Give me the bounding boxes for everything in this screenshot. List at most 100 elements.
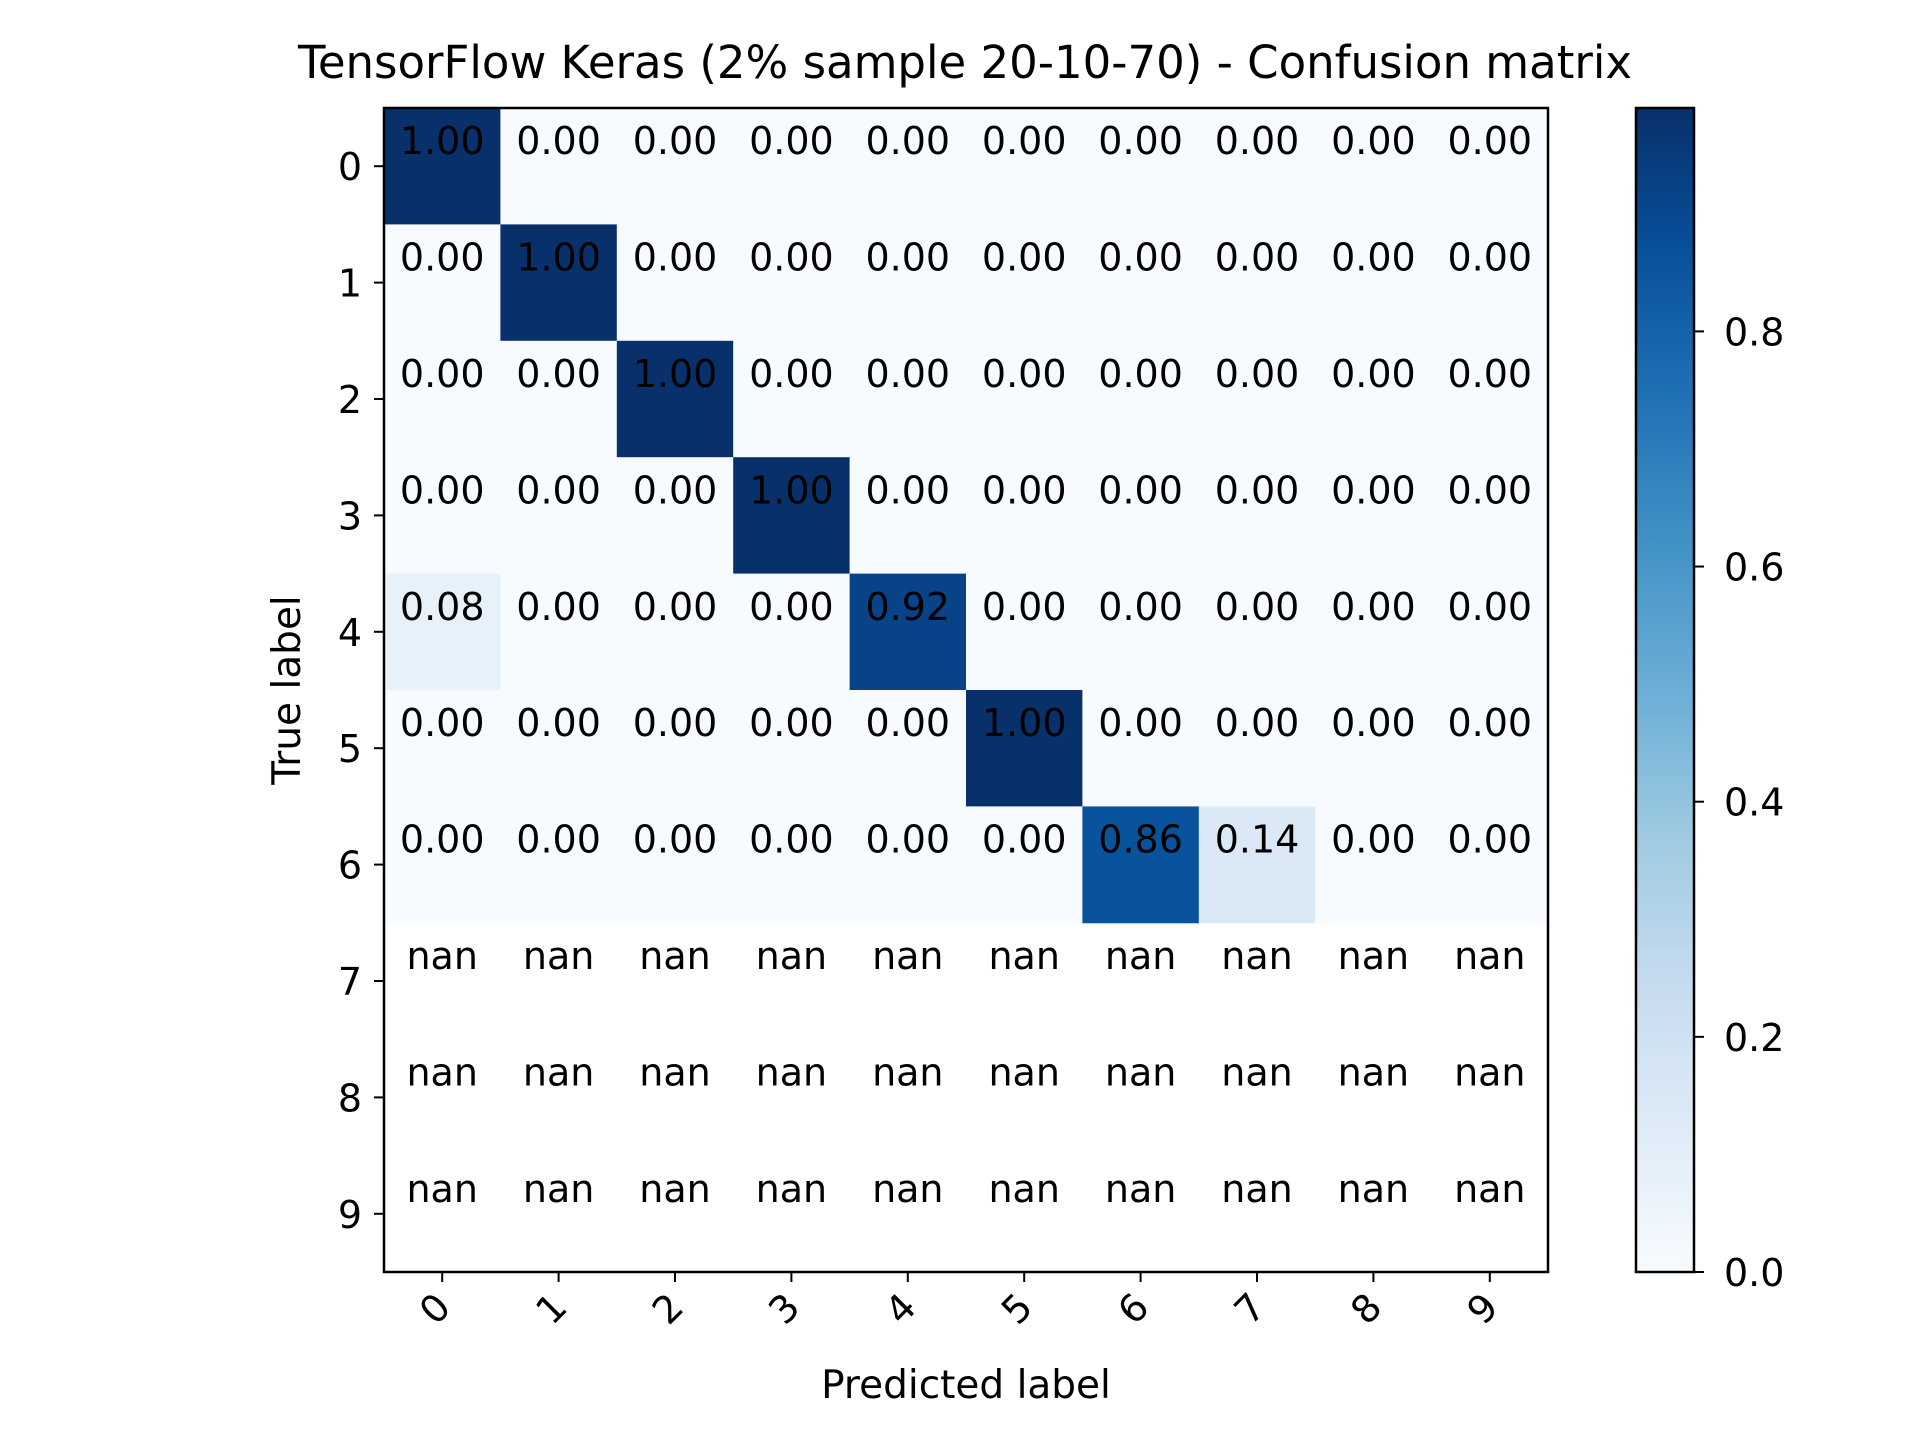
cell-value-label: 0.00: [400, 701, 485, 745]
y-tick-label: 2: [338, 378, 362, 422]
heatmap-cell: [733, 690, 851, 807]
cell-value-label: nan: [406, 1167, 477, 1211]
cell-value-label: 0.00: [633, 818, 718, 862]
heatmap-cell: [1315, 806, 1433, 924]
y-tick-label: 5: [338, 727, 362, 771]
heatmap-cell: [500, 690, 618, 807]
heatmap-cell: [1315, 573, 1433, 691]
heatmap-cell: [849, 573, 967, 691]
heatmap-cell: [500, 806, 618, 924]
heatmap-cell: [733, 224, 851, 342]
cell-value-label: 0.00: [1098, 701, 1183, 745]
heatmap-cell: [1431, 340, 1549, 458]
cell-value-label: 1.00: [400, 119, 485, 163]
heatmap-cell: [966, 108, 1083, 225]
heatmap-cell: [1431, 806, 1549, 924]
cell-value-label: 1.00: [749, 468, 834, 512]
cell-value-label: 0.00: [1331, 352, 1416, 396]
cell-value-label: 0.00: [516, 701, 601, 745]
heatmap-cell: [849, 806, 967, 924]
heatmap-cell: [1082, 108, 1200, 225]
colorbar-tick-label: 0.4: [1724, 781, 1784, 825]
y-tick-label: 0: [338, 145, 362, 189]
cell-value-label: 0.00: [1447, 352, 1532, 396]
cell-value-label: 0.00: [1215, 352, 1300, 396]
cell-value-label: 0.00: [516, 818, 601, 862]
cell-value-label: 0.14: [1215, 818, 1300, 862]
heatmap-cells: [384, 108, 1549, 924]
heatmap-cell: [616, 690, 734, 807]
cell-value-label: 0.00: [516, 352, 601, 396]
heatmap-cell: [1431, 457, 1549, 575]
cell-value-label: 0.00: [1215, 236, 1300, 280]
heatmap-cell: [1198, 457, 1316, 575]
colorbar-tick-label: 0.2: [1724, 1016, 1784, 1060]
y-axis-ticks: 0 1 2 3 4 5 6 7 8 9: [338, 145, 384, 1237]
heatmap-cell: [1082, 224, 1200, 342]
cell-value-label: nan: [1454, 1050, 1525, 1094]
heatmap-cell: [616, 340, 734, 458]
heatmap-cell: [1315, 457, 1433, 575]
heatmap-cell: [1082, 340, 1200, 458]
cell-value-label: 0.00: [1098, 236, 1183, 280]
cell-value-label: 0.00: [749, 818, 834, 862]
cell-value-label: 0.00: [982, 119, 1067, 163]
cell-value-label: 0.00: [749, 236, 834, 280]
heatmap-cell: [384, 224, 501, 342]
cell-value-label: nan: [988, 1167, 1059, 1211]
cell-value-label: nan: [1105, 934, 1176, 978]
cell-value-label: 0.00: [982, 818, 1067, 862]
colorbar-tick-label: 0.0: [1724, 1251, 1784, 1295]
heatmap-cell: [1198, 690, 1316, 807]
heatmap-cell: [733, 340, 851, 458]
cell-value-label: 1.00: [516, 236, 601, 280]
cell-value-label: nan: [639, 934, 710, 978]
cell-value-label: 0.00: [1331, 585, 1416, 629]
x-tick-label: 8: [1342, 1285, 1390, 1333]
cell-value-label: nan: [872, 1167, 943, 1211]
heatmap-cell: [849, 690, 967, 807]
cell-value-label: 0.00: [1331, 701, 1416, 745]
cell-value-label: 0.00: [749, 701, 834, 745]
heatmap-cell: [733, 457, 851, 575]
x-tick-label: 7: [1226, 1285, 1274, 1333]
cell-value-label: 0.00: [865, 236, 950, 280]
heatmap-cell: [1198, 108, 1316, 225]
cell-value-label: 1.00: [633, 352, 718, 396]
x-axis-label: Predicted label: [821, 1363, 1111, 1408]
cell-value-label: 0.00: [1447, 585, 1532, 629]
cell-value-label: nan: [872, 934, 943, 978]
y-tick-label: 6: [338, 844, 362, 888]
heatmap-cell: [1431, 108, 1549, 225]
heatmap-cell: [966, 690, 1083, 807]
heatmap-cell: [500, 224, 618, 342]
heatmap-cell: [1315, 340, 1433, 458]
cell-value-label: 0.92: [865, 585, 950, 629]
heatmap-cell: [1082, 457, 1200, 575]
cell-value-label: nan: [523, 1167, 594, 1211]
cell-value-label: 0.00: [1215, 701, 1300, 745]
y-tick-label: 8: [338, 1076, 362, 1120]
heatmap-cell: [384, 690, 501, 807]
cell-value-label: 0.00: [633, 701, 718, 745]
cell-value-label: 0.00: [749, 585, 834, 629]
cell-value-label: nan: [1105, 1050, 1176, 1094]
x-tick-label: 9: [1458, 1285, 1506, 1333]
heatmap-cell: [384, 457, 501, 575]
heatmap-cell: [1315, 108, 1433, 225]
heatmap-cell: [966, 340, 1083, 458]
cell-value-label: nan: [988, 934, 1059, 978]
heatmap-cell: [849, 224, 967, 342]
heatmap-cell: [616, 457, 734, 575]
cell-value-label: 0.00: [400, 818, 485, 862]
heatmap-cell: [500, 340, 618, 458]
y-tick-label: 1: [338, 262, 362, 306]
cell-value-label: 0.00: [1215, 119, 1300, 163]
heatmap-cell: [966, 457, 1083, 575]
heatmap-cell: [966, 806, 1083, 924]
heatmap-cell: [1431, 224, 1549, 342]
heatmap-cell: [849, 108, 967, 225]
heatmap-cell: [384, 573, 501, 691]
cell-value-label: 0.00: [516, 585, 601, 629]
